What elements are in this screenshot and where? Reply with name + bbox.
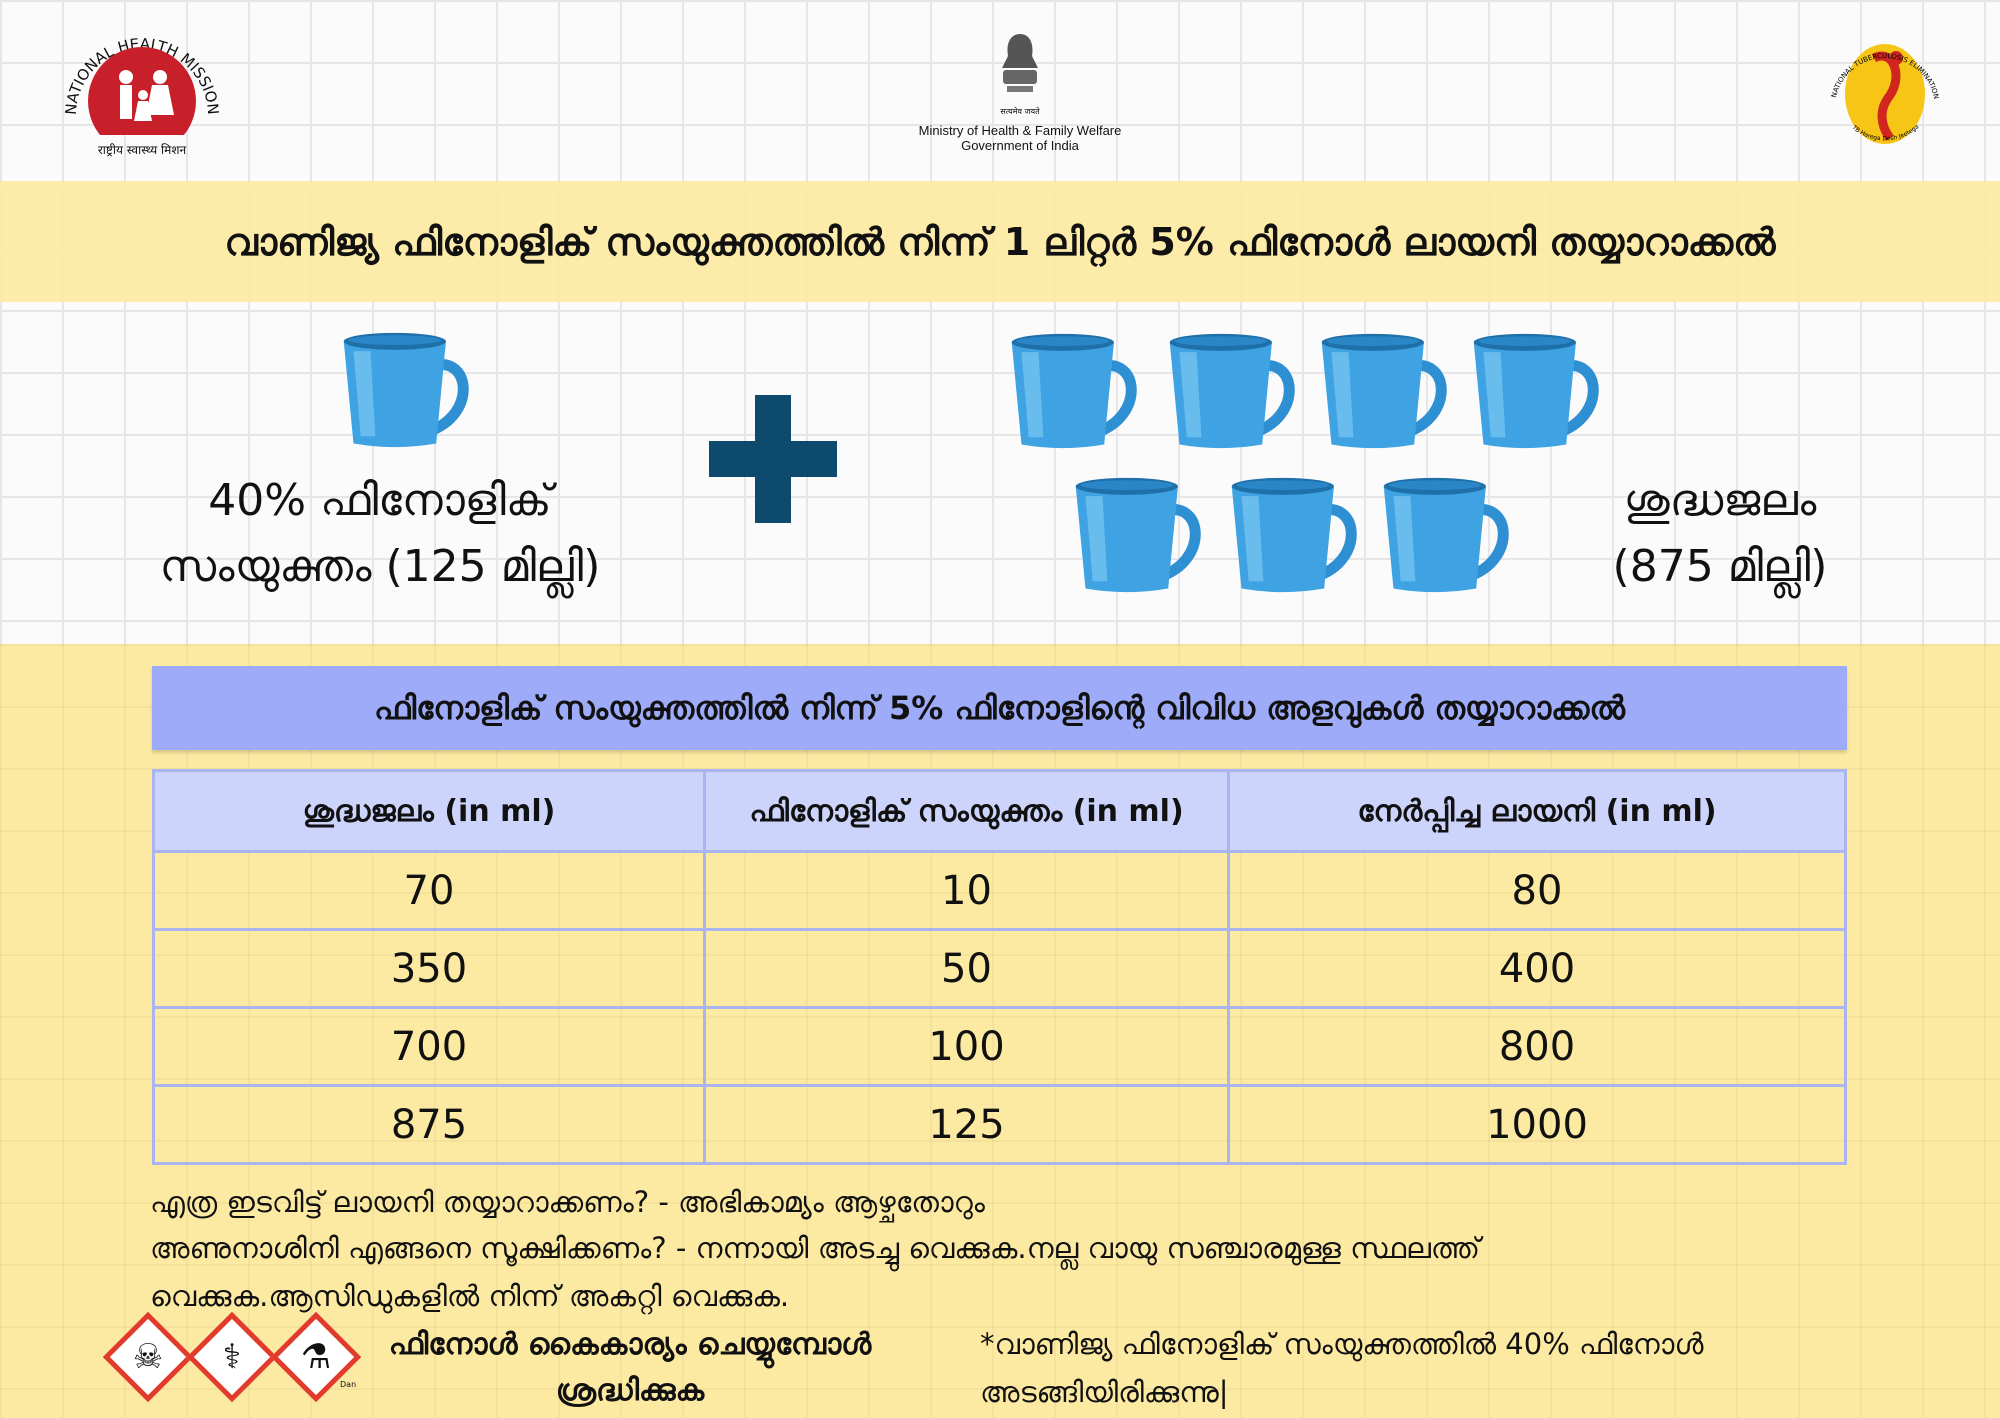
ministry-logo: सत्यमेव जयते Ministry of Health & Family… bbox=[880, 30, 1160, 153]
water-cup-icon bbox=[1002, 330, 1148, 452]
caution-line1: ഫിനോൾ കൈകാര്യം ചെയ്യുമ്പോൾ bbox=[388, 1327, 872, 1362]
table-header-row: ശുദ്ധജലം (in ml) ഫിനോളിക് സംയുക്തം (in m… bbox=[152, 769, 1847, 853]
cell: 10 bbox=[703, 850, 1230, 931]
cell: 125 bbox=[703, 1084, 1230, 1165]
table-row: 875 125 1000 bbox=[152, 1084, 1847, 1165]
table-row: 70 10 80 bbox=[152, 850, 1847, 931]
note-frequency: എത്ര ഇടവിട്ട് ലായനി തയ്യാറാക്കണം? - അഭിക… bbox=[150, 1185, 985, 1219]
header-phenolic: ഫിനോളിക് സംയുക്തം (in ml) bbox=[703, 769, 1230, 853]
table-title: ഫിനോളിക് സംയുക്തത്തിൽ നിന്ന് 5% ഫിനോളിന്… bbox=[152, 666, 1847, 750]
table-row: 700 100 800 bbox=[152, 1006, 1847, 1087]
note-storage: അണുനാശിനി എങ്ങനെ സൂക്ഷിക്കണം? - നന്നായി … bbox=[150, 1231, 1481, 1265]
caution-line2: ശ്രദ്ധിക്കുക bbox=[555, 1373, 705, 1408]
footnote-line1: *വാണിജ്യ ഫിനോളിക് സംയുക്തത്തിൽ 40% ഫിനോൾ bbox=[980, 1327, 1704, 1361]
cell: 875 bbox=[152, 1084, 706, 1165]
water-cup-icon bbox=[1222, 474, 1368, 596]
cell: 80 bbox=[1227, 850, 1847, 931]
caution-text: ഫിനോൾ കൈകാര്യം ചെയ്യുമ്പോൾ ശ്രദ്ധിക്കുക bbox=[330, 1322, 930, 1414]
cell: 800 bbox=[1227, 1006, 1847, 1087]
water-cup-icon bbox=[1374, 474, 1520, 596]
cell: 400 bbox=[1227, 928, 1847, 1009]
phenolic-label: 40% ഫിനോളിക് സംയുക്തം (125 മില്ലി) bbox=[159, 475, 601, 592]
header-diluted: നേർപ്പിച്ച ലായനി (in ml) bbox=[1227, 769, 1847, 853]
motto-text: सत्यमेव जयते bbox=[1000, 107, 1040, 116]
header-water: ശുദ്ധജലം (in ml) bbox=[152, 769, 706, 853]
water-cup-icon bbox=[1066, 474, 1212, 596]
government-name: Government of India bbox=[961, 138, 1079, 153]
cell: 50 bbox=[703, 928, 1230, 1009]
water-cup-icon bbox=[1464, 330, 1610, 452]
dilution-table: ശുദ്ധജലം (in ml) ഫിനോളിക് സംയുക്തം (in m… bbox=[152, 769, 1847, 1165]
water-cup-icon bbox=[1160, 330, 1306, 452]
ntep-logo: NATIONAL TUBERCULOSIS ELIMINATION PROGRA… bbox=[1819, 22, 1948, 154]
hazard-caption: Dan bbox=[340, 1380, 357, 1389]
phenolic-cup-icon bbox=[334, 329, 480, 451]
ministry-name: Ministry of Health & Family Welfare bbox=[918, 123, 1122, 138]
emblem-icon bbox=[1002, 34, 1038, 92]
water-label: ശുദ്ധജലം (875 മില്ലി) bbox=[1612, 475, 1828, 592]
cell: 1000 bbox=[1227, 1084, 1847, 1165]
footnote: *വാണിജ്യ ഫിനോളിക് സംയുക്തത്തിൽ 40% ഫിനോൾ… bbox=[980, 1320, 1703, 1416]
plus-icon bbox=[709, 395, 837, 523]
cell: 700 bbox=[152, 1006, 706, 1087]
cell: 100 bbox=[703, 1006, 1230, 1087]
nhm-logo: NATIONAL HEALTH MISSION राष्ट्रीय स्वास्… bbox=[56, 25, 228, 157]
page-title: വാണിജ്യ ഫിനോളിക് സംയുക്തത്തിൽ നിന്ന് 1 ല… bbox=[0, 181, 2000, 302]
footnote-line2: അടങ്ങിയിരിക്കുന്നു| bbox=[980, 1375, 1229, 1409]
nhm-hindi-text: राष्ट्रीय स्वास्थ्य मिशन bbox=[97, 143, 187, 157]
cell: 70 bbox=[152, 850, 706, 931]
cell: 350 bbox=[152, 928, 706, 1009]
table-row: 350 50 400 bbox=[152, 928, 1847, 1009]
water-cup-icon bbox=[1312, 330, 1458, 452]
note-storage-cont: വെക്കുക.ആസിഡുകളിൽ നിന്ന് അകറ്റി വെക്കുക. bbox=[150, 1279, 790, 1313]
